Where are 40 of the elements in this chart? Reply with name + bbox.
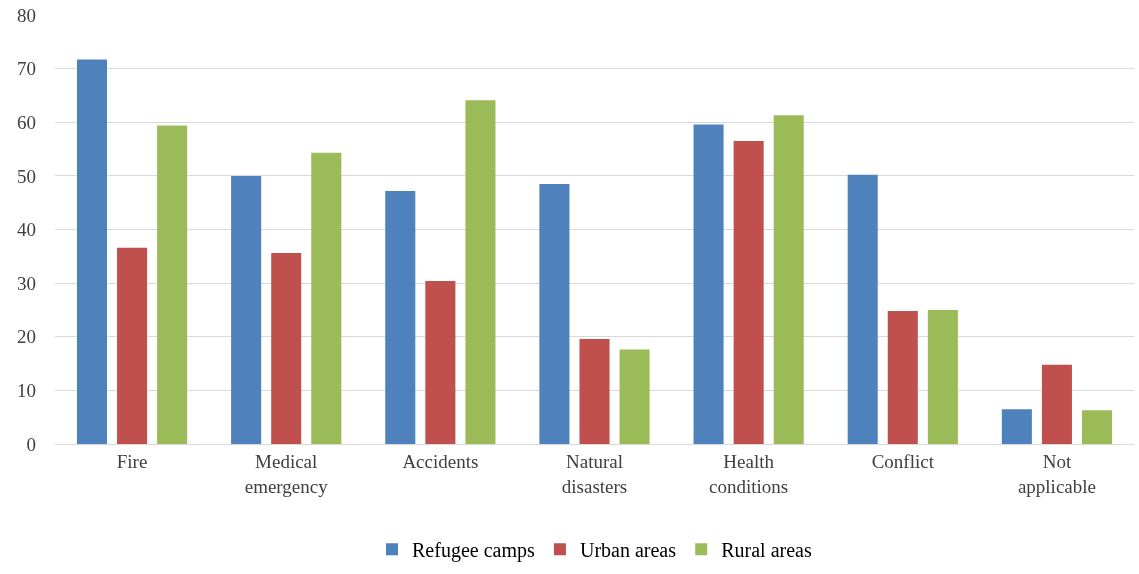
bar (927, 309, 958, 444)
y-tick-label: 40 (17, 219, 36, 241)
y-tick-label: 0 (26, 433, 36, 455)
legend-label: Rural areas (721, 539, 812, 562)
x-tick-label: Not applicable (1017, 450, 1096, 497)
bar (76, 59, 108, 444)
bar (271, 253, 302, 444)
x-tick-label: Natural disasters (561, 450, 628, 497)
bar (385, 190, 416, 444)
x-tick-label: Health conditions (709, 450, 789, 497)
y-tick-label: 30 (17, 272, 36, 294)
bar (311, 152, 342, 444)
y-tick-label: 10 (17, 380, 36, 402)
bar (693, 124, 724, 444)
bar (773, 115, 804, 444)
x-tick-label: Conflict (871, 450, 935, 472)
bar (465, 100, 496, 444)
bar (1001, 409, 1032, 444)
bar (733, 141, 764, 444)
bar (579, 338, 610, 444)
y-tick-label: 80 (17, 4, 36, 26)
y-tick-label: 70 (17, 58, 36, 80)
bar (887, 311, 918, 444)
bar (539, 183, 570, 444)
y-tick-label: 50 (17, 165, 36, 187)
bar (425, 280, 456, 444)
x-tick-label: Accidents (402, 450, 479, 472)
bar (231, 175, 262, 444)
x-tick-label: Fire (116, 450, 148, 472)
bar (1081, 410, 1113, 444)
bar (1041, 364, 1072, 444)
bar (117, 247, 148, 444)
bar (157, 125, 188, 444)
y-tick-label: 60 (17, 111, 36, 133)
x-tick-label: Medical emergency (244, 450, 329, 497)
legend-label: Refugee camps (412, 539, 535, 563)
bar (847, 174, 878, 444)
y-tick-label: 20 (17, 326, 36, 348)
bar (619, 349, 650, 444)
legend-label: Urban areas (579, 539, 677, 562)
